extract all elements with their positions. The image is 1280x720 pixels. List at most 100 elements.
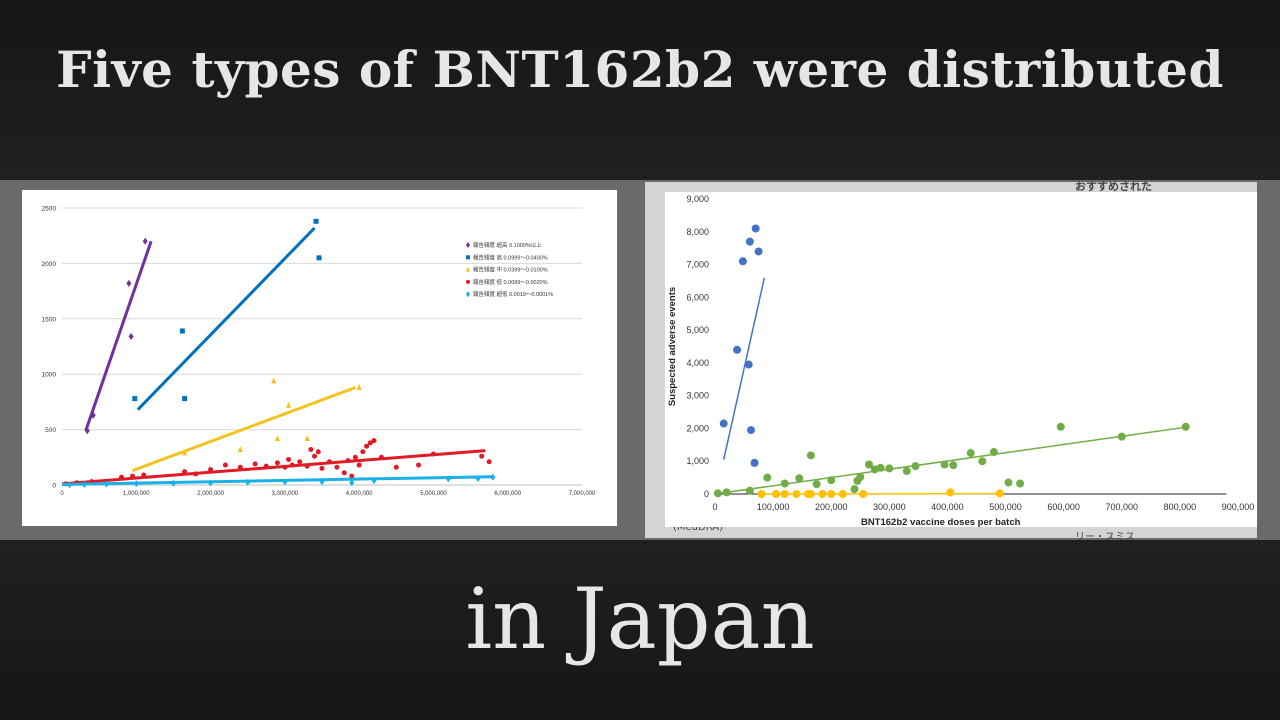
y-tick-label: 2,000 xyxy=(686,423,709,433)
trendline xyxy=(84,240,153,432)
x-tick-label: 100,000 xyxy=(757,502,790,512)
data-point xyxy=(356,383,362,390)
data-point xyxy=(297,459,303,465)
data-point xyxy=(360,449,366,455)
x-tick-label: 6,000,000 xyxy=(494,491,521,497)
data-point xyxy=(946,488,955,497)
data-point xyxy=(128,333,134,341)
x-tick-label: 1,000,000 xyxy=(123,491,150,497)
trendline xyxy=(722,277,766,460)
y-tick-label: 500 xyxy=(45,427,56,434)
data-point xyxy=(286,401,292,408)
x-tick-label: 900,000 xyxy=(1222,502,1255,512)
data-point xyxy=(237,446,243,453)
data-point xyxy=(367,440,373,446)
right-chart-panel: 0 1,000 2,000 3,000 4,000 5,000 6,000 7,000 8,00… xyxy=(665,192,1257,528)
y-tick-label: 1500 xyxy=(42,316,57,323)
x-tick-label: 200,000 xyxy=(815,502,848,512)
data-point xyxy=(885,464,894,473)
legend-entry: 報告頻度 中 0.0399～0.0100% xyxy=(473,266,548,274)
y-tick-label: 1000 xyxy=(42,372,57,379)
x-tick-label: 0 xyxy=(60,491,64,497)
data-point xyxy=(751,224,760,233)
data-point xyxy=(313,218,319,224)
data-point xyxy=(733,345,742,354)
data-point xyxy=(978,457,987,466)
data-point xyxy=(902,467,911,476)
data-point xyxy=(274,460,280,466)
data-point xyxy=(719,419,728,428)
trendline xyxy=(714,426,1189,495)
data-point xyxy=(940,460,949,469)
legend-entry: 報告頻度 高 0.0999～0.0400% xyxy=(473,253,548,261)
data-point xyxy=(356,462,362,468)
data-point xyxy=(341,470,347,476)
trendline xyxy=(136,226,316,411)
bg-fragment: リー・スミス xyxy=(1075,532,1135,543)
data-point xyxy=(850,485,859,494)
data-point xyxy=(371,438,377,444)
data-point xyxy=(393,464,399,470)
data-point xyxy=(416,462,422,468)
x-tick-label: 800,000 xyxy=(1164,502,1197,512)
data-point xyxy=(745,237,754,246)
legend-entry: 報告頻度 超低 0.0019～0.0001% xyxy=(473,290,553,298)
right-chart: 0 1,000 2,000 3,000 4,000 5,000 6,000 7,000 8,00… xyxy=(667,194,1255,528)
x-tick-label: 700,000 xyxy=(1106,502,1139,512)
x-tick-label: 0 xyxy=(712,502,717,512)
y-tick-label: 4,000 xyxy=(686,358,709,368)
x-tick-label: 600,000 xyxy=(1047,502,1080,512)
data-point xyxy=(182,396,188,402)
data-point xyxy=(222,462,228,468)
data-point xyxy=(319,465,325,471)
y-tick-label: 3,000 xyxy=(686,391,709,401)
bg-fragment: おすすめされた xyxy=(1075,180,1152,193)
x-tick-label: 3,000,000 xyxy=(272,491,299,497)
data-point xyxy=(316,255,322,261)
data-point xyxy=(142,237,148,245)
trendline xyxy=(61,449,486,486)
data-point xyxy=(466,291,470,298)
data-point xyxy=(856,472,865,481)
legend-entry: 報告頻度 低 0.0099～0.0020% xyxy=(473,278,548,286)
data-point xyxy=(466,242,470,248)
data-point xyxy=(315,449,321,455)
x-tick-label: 500,000 xyxy=(989,502,1022,512)
data-point xyxy=(763,473,772,482)
data-point xyxy=(806,451,815,460)
bg-fragment: (MedDRA) xyxy=(673,522,724,533)
data-point xyxy=(252,461,258,467)
left-chart: 0 500 1000 1500 2000 2500 0 1,000,000 2,000,000 3… xyxy=(42,206,596,498)
data-point xyxy=(364,443,370,449)
data-point xyxy=(949,461,958,470)
y-tick-label: 0 xyxy=(704,489,709,499)
data-point xyxy=(312,453,318,459)
data-point xyxy=(754,247,763,256)
x-tick-label: 4,000,000 xyxy=(346,491,373,497)
x-tick-label: 2,000,000 xyxy=(197,491,224,497)
data-point xyxy=(132,396,138,402)
data-point xyxy=(747,426,756,435)
y-tick-label: 6,000 xyxy=(686,292,709,302)
data-point xyxy=(479,453,485,459)
data-point xyxy=(966,449,975,458)
data-point xyxy=(864,460,873,469)
data-point xyxy=(750,458,759,467)
data-point xyxy=(1004,478,1013,487)
data-point xyxy=(466,255,470,260)
data-point xyxy=(466,279,470,284)
title-line2: in Japan xyxy=(465,570,815,668)
data-point xyxy=(274,434,280,441)
data-point xyxy=(286,457,292,463)
data-point xyxy=(795,474,804,483)
x-tick-label: 7,000,000 xyxy=(569,491,596,497)
data-point xyxy=(744,360,753,369)
y-tick-label: 9,000 xyxy=(686,194,709,204)
y-tick-label: 0 xyxy=(52,483,56,490)
x-tick-label: 300,000 xyxy=(873,502,906,512)
data-point xyxy=(349,479,355,487)
y-tick-label: 2500 xyxy=(42,206,57,213)
trendline xyxy=(61,475,493,486)
x-axis-label: BNT162b2 vaccine doses per batch xyxy=(861,517,1021,527)
data-point xyxy=(738,257,747,266)
